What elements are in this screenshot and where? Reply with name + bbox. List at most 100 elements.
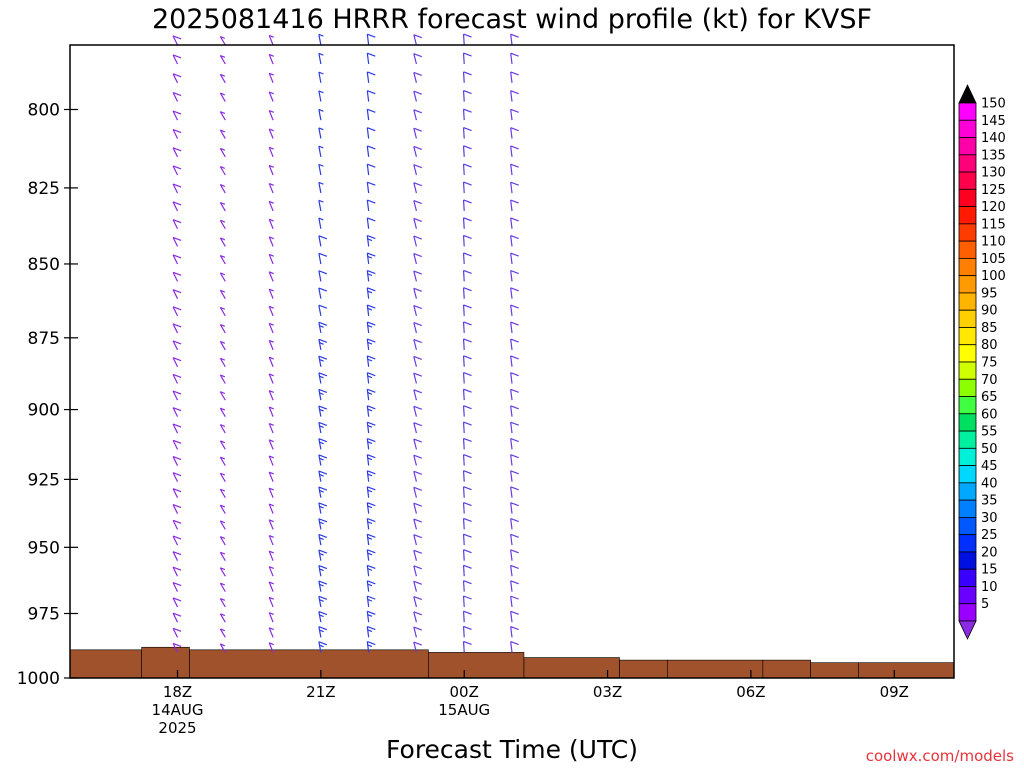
wind-barb-staff (318, 454, 322, 466)
wind-barb (318, 405, 328, 417)
wind-barb (366, 199, 376, 212)
wind-barb-staff (462, 235, 465, 247)
wind-barb-staff (366, 641, 370, 653)
wind-barb-half-flag (367, 375, 373, 379)
wind-barb-flag (172, 183, 182, 188)
wind-barb-flag (413, 287, 423, 292)
wind-barb-half-flag (318, 408, 324, 412)
wind-barb-staff (510, 253, 513, 265)
wind-barb-half-flag (269, 550, 274, 554)
wind-barb (462, 71, 472, 83)
wind-barb-half-flag (220, 111, 226, 115)
wind-barb-flag (318, 438, 328, 443)
wind-barb-half-flag (220, 536, 226, 540)
wind-barb-staff (172, 73, 179, 84)
wind-barb-half-flag (269, 356, 274, 360)
wind-barb-flag (510, 454, 519, 459)
wind-barb-half-flag (318, 644, 324, 648)
wind-barb-staff (366, 438, 370, 450)
wind-barb-flag (413, 502, 423, 507)
colorbar-label: 20 (981, 545, 998, 560)
wind-barb (172, 597, 182, 608)
wind-barb-half-flag (318, 108, 324, 112)
colorbar-swatch (958, 344, 977, 363)
wind-barb-staff (366, 235, 370, 247)
wind-barb-staff (268, 597, 274, 608)
wind-barb-staff (510, 145, 513, 157)
colorbar-label: 40 (981, 476, 998, 491)
wind-barb-flag (510, 252, 519, 257)
wind-barb-staff (366, 534, 370, 546)
wind-barb-flag (318, 611, 328, 616)
wind-barb-staff (510, 565, 513, 577)
wind-barb (268, 288, 274, 299)
wind-barb-staff (462, 34, 465, 46)
wind-barb-half-flag (269, 34, 274, 38)
wind-barb-staff (219, 424, 226, 434)
wind-barb (318, 549, 328, 561)
wind-barb-half-flag (367, 583, 373, 587)
wind-barb-staff (366, 109, 370, 121)
wind-barb (219, 272, 226, 282)
wind-barb-half-flag (269, 455, 274, 459)
wind-barb-half-flag (318, 521, 324, 525)
wind-barb-flag (318, 287, 328, 292)
wind-barb-half-flag (220, 456, 226, 460)
wind-barb-flag (510, 145, 519, 150)
wind-barb-staff (219, 536, 226, 546)
wind-barb (510, 90, 519, 102)
colorbar-swatch (958, 568, 977, 587)
colorbar-swatch (958, 465, 977, 484)
wind-barb-flag (367, 517, 376, 523)
wind-barb-staff (318, 182, 322, 194)
wind-barb-flag (172, 73, 182, 78)
wind-barb-half-flag (269, 182, 274, 186)
wind-barb-flag (463, 90, 472, 95)
wind-barb-staff (268, 406, 274, 417)
wind-barb-half-flag (318, 629, 324, 633)
surface-step (141, 646, 190, 679)
wind-barb-staff (366, 164, 370, 176)
wind-barb-staff (219, 129, 226, 139)
wind-barb-staff (366, 53, 370, 65)
wind-barb (462, 502, 472, 514)
wind-barb-staff (268, 439, 274, 450)
wind-barb-staff (172, 566, 179, 577)
wind-barb (413, 405, 423, 417)
wind-barb-staff (510, 422, 513, 434)
wind-barb (413, 235, 423, 247)
wind-barb (462, 470, 472, 482)
wind-barb-staff (268, 627, 274, 638)
wind-barb (510, 287, 519, 299)
wind-barb-half-flag (318, 52, 324, 56)
wind-barb (172, 35, 182, 46)
wind-barb (219, 73, 226, 84)
wind-barb-flag (172, 597, 182, 602)
wind-barb-flag (367, 355, 376, 360)
wind-barb-staff (219, 504, 226, 514)
wind-barb-staff (172, 54, 179, 65)
wind-barb-staff (318, 438, 322, 450)
plot-area (69, 33, 955, 679)
surface-step (810, 662, 859, 679)
wind-barb (462, 234, 472, 247)
wind-barb-half-flag (220, 440, 226, 444)
colorbar-label: 55 (981, 425, 998, 440)
wind-barb-half-flag (269, 339, 274, 343)
wind-barb-flag (413, 304, 423, 310)
wind-barb-flag (510, 470, 519, 475)
wind-barb-staff (268, 165, 274, 176)
wind-barb-staff (219, 440, 226, 450)
wind-barb-staff (462, 502, 465, 514)
wind-barb (462, 338, 472, 350)
wind-barb-flag (172, 627, 182, 632)
wind-barb (172, 642, 182, 653)
wind-barb-half-flag (220, 306, 226, 310)
wind-barb-flag (318, 549, 328, 554)
wind-barb-staff (462, 109, 465, 121)
colorbar-swatch (958, 396, 977, 415)
wind-barb-half-flag (367, 568, 373, 571)
wind-barb-flag (510, 90, 519, 95)
wind-barb (318, 438, 328, 450)
colorbar-label: 90 (981, 304, 998, 319)
